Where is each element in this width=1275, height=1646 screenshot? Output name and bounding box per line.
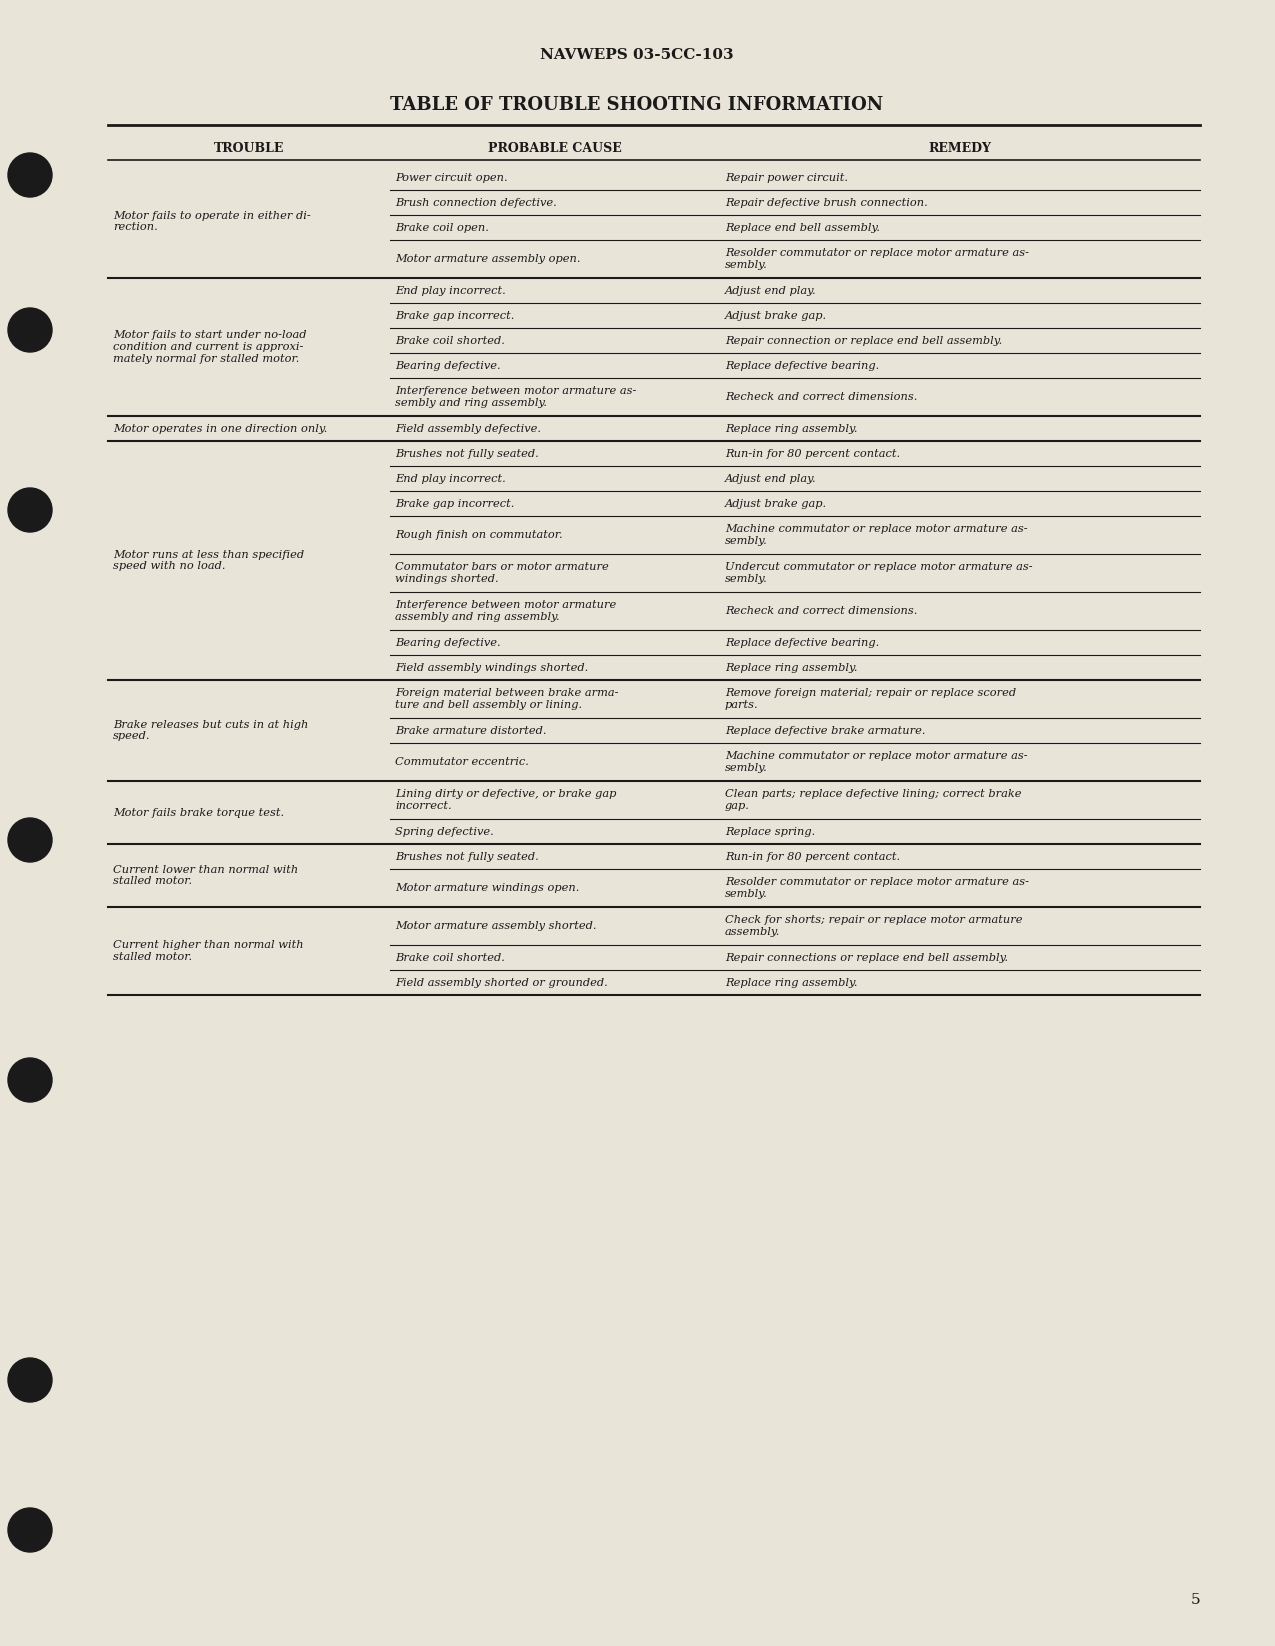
Text: Motor fails to operate in either di-
rection.: Motor fails to operate in either di- rec… [113,211,311,232]
Text: Bearing defective.: Bearing defective. [395,637,501,647]
Text: Motor fails brake torque test.: Motor fails brake torque test. [113,808,284,818]
Circle shape [8,153,52,198]
Text: Replace defective bearing.: Replace defective bearing. [725,360,880,370]
Text: Replace defective bearing.: Replace defective bearing. [725,637,880,647]
Text: Brake gap incorrect.: Brake gap incorrect. [395,499,514,509]
Text: Brushes not fully seated.: Brushes not fully seated. [395,851,539,861]
Text: End play incorrect.: End play incorrect. [395,285,506,296]
Text: Remove foreign material; repair or replace scored
parts.: Remove foreign material; repair or repla… [725,688,1016,709]
Text: Interference between motor armature as-
sembly and ring assembly.: Interference between motor armature as- … [395,387,636,408]
Text: Brake coil shorted.: Brake coil shorted. [395,953,505,963]
Text: NAVWEPS 03-5CC-103: NAVWEPS 03-5CC-103 [541,48,734,63]
Text: Repair power circuit.: Repair power circuit. [725,173,848,183]
Text: Motor runs at less than specified
speed with no load.: Motor runs at less than specified speed … [113,550,305,571]
Text: Field assembly shorted or grounded.: Field assembly shorted or grounded. [395,978,608,988]
Text: Recheck and correct dimensions.: Recheck and correct dimensions. [725,392,918,402]
Text: Resolder commutator or replace motor armature as-
sembly.: Resolder commutator or replace motor arm… [725,249,1029,270]
Text: REMEDY: REMEDY [928,142,992,155]
Text: Run-in for 80 percent contact.: Run-in for 80 percent contact. [725,448,900,459]
Circle shape [8,308,52,352]
Text: Current higher than normal with
stalled motor.: Current higher than normal with stalled … [113,940,303,961]
Text: Motor armature windings open.: Motor armature windings open. [395,882,579,894]
Text: Brake coil open.: Brake coil open. [395,222,488,232]
Text: Machine commutator or replace motor armature as-
sembly.: Machine commutator or replace motor arma… [725,751,1028,774]
Text: Spring defective.: Spring defective. [395,826,493,836]
Circle shape [8,818,52,863]
Text: Replace end bell assembly.: Replace end bell assembly. [725,222,880,232]
Text: Replace spring.: Replace spring. [725,826,815,836]
Circle shape [8,487,52,532]
Text: Replace ring assembly.: Replace ring assembly. [725,423,858,433]
Text: Adjust brake gap.: Adjust brake gap. [725,311,827,321]
Text: Motor armature assembly open.: Motor armature assembly open. [395,253,580,263]
Text: Interference between motor armature
assembly and ring assembly.: Interference between motor armature asse… [395,601,616,622]
Text: Motor armature assembly shorted.: Motor armature assembly shorted. [395,922,597,932]
Text: Lining dirty or defective, or brake gap
incorrect.: Lining dirty or defective, or brake gap … [395,788,616,811]
Text: Brake releases but cuts in at high
speed.: Brake releases but cuts in at high speed… [113,719,309,741]
Text: Clean parts; replace defective lining; correct brake
gap.: Clean parts; replace defective lining; c… [725,788,1021,811]
Text: Field assembly defective.: Field assembly defective. [395,423,541,433]
Text: Commutator eccentric.: Commutator eccentric. [395,757,529,767]
Text: Replace defective brake armature.: Replace defective brake armature. [725,726,926,736]
Text: Repair connection or replace end bell assembly.: Repair connection or replace end bell as… [725,336,1002,346]
Text: TABLE OF TROUBLE SHOOTING INFORMATION: TABLE OF TROUBLE SHOOTING INFORMATION [390,95,884,114]
Text: Adjust brake gap.: Adjust brake gap. [725,499,827,509]
Text: Check for shorts; repair or replace motor armature
assembly.: Check for shorts; repair or replace moto… [725,915,1023,937]
Circle shape [8,1058,52,1103]
Text: Replace ring assembly.: Replace ring assembly. [725,978,858,988]
Text: Rough finish on commutator.: Rough finish on commutator. [395,530,562,540]
Text: Motor operates in one direction only.: Motor operates in one direction only. [113,423,328,433]
Text: End play incorrect.: End play incorrect. [395,474,506,484]
Text: Power circuit open.: Power circuit open. [395,173,507,183]
Circle shape [8,1358,52,1402]
Text: Recheck and correct dimensions.: Recheck and correct dimensions. [725,606,918,616]
Text: Brake armature distorted.: Brake armature distorted. [395,726,547,736]
Text: Resolder commutator or replace motor armature as-
sembly.: Resolder commutator or replace motor arm… [725,877,1029,899]
Text: Run-in for 80 percent contact.: Run-in for 80 percent contact. [725,851,900,861]
Text: Machine commutator or replace motor armature as-
sembly.: Machine commutator or replace motor arma… [725,523,1028,546]
Text: Adjust end play.: Adjust end play. [725,474,816,484]
Text: Undercut commutator or replace motor armature as-
sembly.: Undercut commutator or replace motor arm… [725,563,1033,584]
Text: Commutator bars or motor armature
windings shorted.: Commutator bars or motor armature windin… [395,563,608,584]
Text: Foreign material between brake arma-
ture and bell assembly or lining.: Foreign material between brake arma- tur… [395,688,618,709]
Text: TROUBLE: TROUBLE [214,142,284,155]
Text: Brake coil shorted.: Brake coil shorted. [395,336,505,346]
Text: Brushes not fully seated.: Brushes not fully seated. [395,448,539,459]
Text: Current lower than normal with
stalled motor.: Current lower than normal with stalled m… [113,864,298,886]
Text: Brush connection defective.: Brush connection defective. [395,198,557,207]
Text: 5: 5 [1191,1593,1200,1606]
Text: PROBABLE CAUSE: PROBABLE CAUSE [488,142,622,155]
Text: Repair defective brush connection.: Repair defective brush connection. [725,198,928,207]
Text: Field assembly windings shorted.: Field assembly windings shorted. [395,662,588,673]
Text: Replace ring assembly.: Replace ring assembly. [725,662,858,673]
Text: Brake gap incorrect.: Brake gap incorrect. [395,311,514,321]
Circle shape [8,1508,52,1552]
Text: Adjust end play.: Adjust end play. [725,285,816,296]
Text: Motor fails to start under no-load
condition and current is approxi-
mately norm: Motor fails to start under no-load condi… [113,331,306,364]
Text: Repair connections or replace end bell assembly.: Repair connections or replace end bell a… [725,953,1009,963]
Text: Bearing defective.: Bearing defective. [395,360,501,370]
